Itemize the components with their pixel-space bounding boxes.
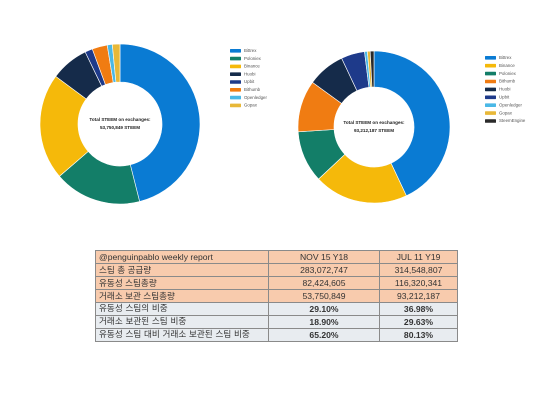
- legend-swatch: [230, 64, 241, 69]
- donut-svg-nov: Total STEEM on exchanges: 53,750,849 STEE…: [39, 43, 267, 205]
- donut-slice-bittrex: [119, 43, 201, 202]
- legend-label: Openledger: [499, 102, 522, 107]
- row-value-jul: 116,320,341: [379, 276, 458, 290]
- table-row: 스팀 총 공급량 283,072,747 314,548,807: [95, 263, 458, 277]
- header-report-title: @penguinpablo weekly report: [95, 250, 269, 264]
- legend-label: Upbit: [244, 79, 255, 84]
- legend-swatch: [485, 56, 496, 60]
- legend-label: Bittrex: [499, 55, 512, 60]
- row-value-jul: 29.63%: [379, 315, 458, 329]
- table-row: 유동성 스팀 대비 거래소 보관된 스팀 비중 65.20% 80.13%: [95, 328, 458, 342]
- legend-label: Upbit: [499, 95, 510, 100]
- row-label: 유동성 스팀총량: [95, 276, 269, 290]
- row-value-nov: 65.20%: [268, 328, 380, 342]
- legend-label: Bithumb: [244, 87, 261, 92]
- row-value-jul: 80.13%: [379, 328, 458, 342]
- legend-swatch: [230, 72, 241, 76]
- row-label: 거래소 보관 스팀총량: [95, 289, 269, 303]
- legend-label: Gopax: [499, 110, 513, 115]
- row-value-nov: 18.90%: [268, 315, 380, 329]
- table-row: 거래소 보관 스팀총량 53,750,849 93,212,187: [95, 289, 458, 303]
- row-value-nov: 29.10%: [268, 302, 380, 316]
- legend-swatch: [230, 103, 241, 108]
- legend-swatch: [485, 119, 496, 123]
- row-label: 스팀 총 공급량: [95, 263, 269, 277]
- row-value-nov: 53,750,849: [268, 289, 380, 303]
- row-value-nov: 283,072,747: [268, 263, 380, 277]
- header-col-jul: JUL 11 Y19: [379, 250, 458, 264]
- legend-label: Bittrex: [244, 48, 257, 53]
- table-row: 유동성 스팀총량 82,424,605 116,320,341: [95, 276, 458, 290]
- donut-center-value: 53,750,849 STEEM: [100, 125, 140, 130]
- row-label: 유동성 스팀 대비 거래소 보관된 스팀 비중: [95, 328, 269, 342]
- legend-swatch: [230, 49, 241, 53]
- donut-slice-gopax: [111, 43, 121, 83]
- legend-swatch: [485, 95, 496, 100]
- legend-label: Poloniex: [244, 56, 262, 61]
- legend-label: Binance: [244, 64, 260, 69]
- table-header-row: @penguinpablo weekly report NOV 15 Y18 J…: [95, 250, 458, 264]
- legend-swatch: [485, 111, 496, 115]
- legend-label: Huobi: [244, 71, 255, 76]
- legend-swatch: [485, 87, 496, 92]
- row-label: 유동성 스팀의 비중: [95, 302, 269, 316]
- legend-swatch: [230, 80, 241, 84]
- donut-center-value: 93,212,187 STEEM: [354, 128, 394, 133]
- legend-swatch: [230, 95, 241, 100]
- legend-swatch: [485, 103, 496, 107]
- table-row: 유동성 스팀의 비중 29.10% 36.98%: [95, 302, 458, 316]
- legend-label: Gopax: [244, 103, 258, 108]
- row-value-jul: 36.98%: [379, 302, 458, 316]
- legend-label: Huobi: [499, 87, 510, 92]
- legend-swatch: [230, 56, 241, 61]
- donut-center-title: Total STEEM on exchanges:: [89, 117, 151, 122]
- row-value-jul: 314,548,807: [379, 263, 458, 277]
- weekly-report-table: @penguinpablo weekly report NOV 15 Y18 J…: [95, 250, 458, 342]
- table-row: 거래소 보관된 스팀 비중 18.90% 29.63%: [95, 315, 458, 329]
- donut-slice-bittrex: [373, 50, 451, 197]
- legend-label: Poloniex: [499, 71, 517, 76]
- legend-label: Bithumb: [499, 79, 516, 84]
- legend-swatch: [485, 63, 496, 68]
- donut-svg-jul: Total STEEM on exchanges: 93,212,187 STEE…: [297, 50, 526, 204]
- row-value-jul: 93,212,187: [379, 289, 458, 303]
- header-col-nov: NOV 15 Y18: [268, 250, 380, 264]
- exchange-donut-chart-jul: Total STEEM on exchanges: 93,212,187 STEE…: [285, 38, 540, 213]
- weekly-report-table-wrap: @penguinpablo weekly report NOV 15 Y18 J…: [95, 250, 458, 342]
- row-label: 거래소 보관된 스팀 비중: [95, 315, 269, 329]
- legend-label: Openledger: [244, 95, 267, 100]
- legend-swatch: [485, 71, 496, 76]
- exchange-donut-chart-nov: Total STEEM on exchanges: 53,750,849 STEE…: [10, 38, 280, 213]
- donut-center-title: Total STEEM on exchanges:: [343, 120, 405, 125]
- donut-slice-steemengine: [369, 50, 375, 88]
- legend-label: Binance: [499, 63, 515, 68]
- legend-label: SteemEngine: [499, 118, 526, 123]
- legend-swatch: [485, 79, 496, 84]
- legend-swatch: [230, 88, 241, 92]
- row-value-nov: 82,424,605: [268, 276, 380, 290]
